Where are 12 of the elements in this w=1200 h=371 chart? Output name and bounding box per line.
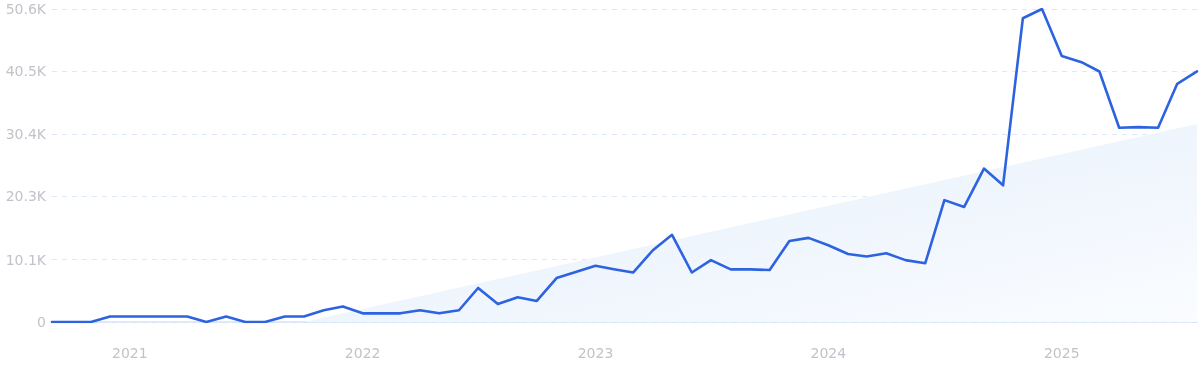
y-tick-label: 20.3K — [5, 188, 47, 205]
line-series — [50, 7, 1199, 324]
y-tick-label: 0 — [37, 314, 46, 330]
y-tick-label: 10.1K — [5, 251, 47, 268]
x-tick-label: 2022 — [344, 345, 381, 361]
x-tick-label: 2021 — [112, 345, 148, 361]
x-tick-label: 2025 — [1043, 345, 1080, 361]
y-tick-label: 40.5K — [5, 63, 47, 80]
y-tick-label: 30.4K — [5, 125, 47, 142]
y-tick-label: 50.6K — [5, 1, 47, 17]
x-tick-label: 2023 — [577, 345, 614, 361]
x-tick-label: 2024 — [810, 345, 847, 361]
